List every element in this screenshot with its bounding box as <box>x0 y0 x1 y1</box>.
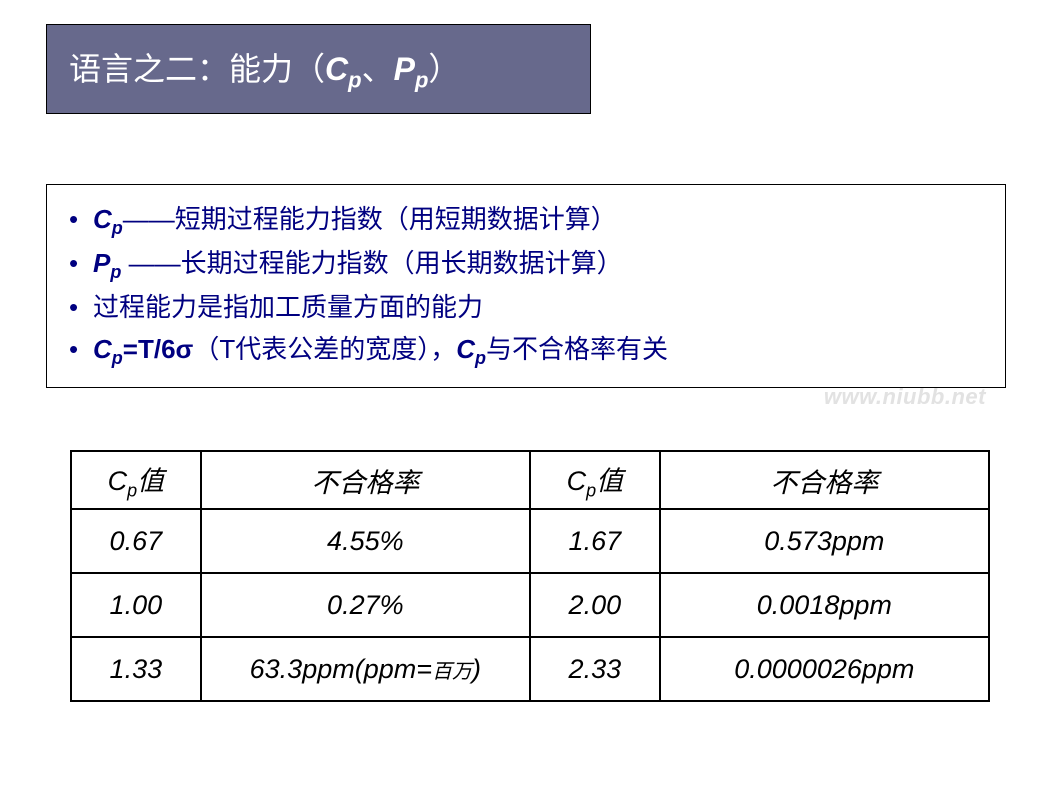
term-pp-p1: P <box>93 248 110 278</box>
table-cell: 0.67 <box>71 509 201 573</box>
header-cp-p: p <box>127 480 137 500</box>
header-cp-c: C <box>567 466 587 496</box>
table-cell: 1.33 <box>71 637 201 701</box>
definition-list: Cp——短期过程能力指数（用短期数据计算） Pp ——长期过程能力指数（用长期数… <box>65 199 991 373</box>
watermark-text: www.niubb.net <box>824 384 986 410</box>
table-cell: 4.55% <box>201 509 530 573</box>
header-cp-p: p <box>586 480 596 500</box>
term-dash: —— <box>123 204 175 234</box>
table-header-row: Cp值 不合格率 Cp值 不合格率 <box>71 451 989 509</box>
title-prefix: 语言之二：能力（ <box>69 51 325 87</box>
table-cell: 2.00 <box>530 573 660 637</box>
formula-cp-c: C <box>93 334 112 364</box>
table-cell: 1.67 <box>530 509 660 573</box>
title-cp-p: p <box>348 68 361 93</box>
table-header-cell: Cp值 <box>71 451 201 509</box>
table-cell: 0.0018ppm <box>660 573 989 637</box>
title-sep: 、 <box>362 51 394 87</box>
definition-item: Pp ——长期过程能力指数（用长期数据计算） <box>65 243 991 287</box>
cell-note: 百万 <box>432 661 472 683</box>
header-cp-suffix: 值 <box>137 466 164 496</box>
table-body: 0.67 4.55% 1.67 0.573ppm 1.00 0.27% 2.00… <box>71 509 989 701</box>
definitions-panel: Cp——短期过程能力指数（用短期数据计算） Pp ——长期过程能力指数（用长期数… <box>46 184 1006 388</box>
table-cell: 63.3ppm(ppm=百万) <box>201 637 530 701</box>
cell-value: 63.3ppm(ppm= <box>250 654 432 684</box>
table-cell: 2.33 <box>530 637 660 701</box>
term-dash: —— <box>121 248 180 278</box>
term-pp-p2: p <box>110 262 121 282</box>
formula-tail: 与不合格率有关 <box>486 334 668 364</box>
definition-item: 过程能力是指加工质量方面的能力 <box>65 287 991 329</box>
table-row: 1.33 63.3ppm(ppm=百万) 2.33 0.0000026ppm <box>71 637 989 701</box>
title-suffix: ） <box>428 51 460 87</box>
table-row: 0.67 4.55% 1.67 0.573ppm <box>71 509 989 573</box>
header-cp-c: C <box>108 466 128 496</box>
term-body: 短期过程能力指数（用短期数据计算） <box>175 204 617 234</box>
table-cell: 0.573ppm <box>660 509 989 573</box>
title-pp-p2: p <box>415 68 428 93</box>
table-header-cell: 不合格率 <box>201 451 530 509</box>
header-cp-suffix: 值 <box>596 466 623 496</box>
term-plain: 过程能力是指加工质量方面的能力 <box>93 292 483 322</box>
slide-title: 语言之二：能力（Cp、Pp） <box>46 24 591 114</box>
cp-defect-rate-table: Cp值 不合格率 Cp值 不合格率 0.67 4.55% 1.67 0.573p… <box>70 450 990 702</box>
table-cell: 0.27% <box>201 573 530 637</box>
term-body: 长期过程能力指数（用长期数据计算） <box>181 248 623 278</box>
formula-cp2-p: p <box>475 348 486 368</box>
header-defect-rate: 不合格率 <box>311 468 419 498</box>
table-cell: 0.0000026ppm <box>660 637 989 701</box>
formula-eq: =T/6σ <box>123 334 194 364</box>
table-cell: 1.00 <box>71 573 201 637</box>
definition-item: Cp——短期过程能力指数（用短期数据计算） <box>65 199 991 243</box>
cell-close: ) <box>472 654 481 684</box>
term-cp-c: C <box>93 204 112 234</box>
title-pp-p1: P <box>394 51 415 87</box>
formula-cp-p: p <box>112 348 123 368</box>
formula-cp2-c: C <box>456 334 475 364</box>
table-header-cell: 不合格率 <box>660 451 989 509</box>
formula-note: （T代表公差的宽度）， <box>193 334 456 364</box>
table-row: 1.00 0.27% 2.00 0.0018ppm <box>71 573 989 637</box>
header-defect-rate: 不合格率 <box>770 468 878 498</box>
title-cp-c: C <box>325 51 348 87</box>
table-header-cell: Cp值 <box>530 451 660 509</box>
definition-item: Cp=T/6σ（T代表公差的宽度），Cp与不合格率有关 <box>65 329 991 373</box>
term-cp-p: p <box>112 218 123 238</box>
